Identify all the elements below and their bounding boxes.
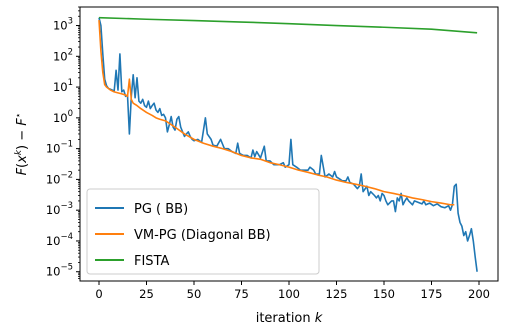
x-tick-label: 0 [95,287,102,301]
y-tick-label: 10−5 [46,263,73,279]
y-tick-label: 10−1 [46,140,73,156]
y-axis-title: F(xk) − F⋆ [14,113,30,176]
series-line-vm-pg-diagonal-bb [98,20,455,206]
legend-label: FISTA [134,254,169,269]
y-tick-label: 10−3 [46,201,73,217]
x-tick-label: 50 [187,287,202,301]
legend-box [86,188,320,275]
series-line-fista [98,16,478,34]
x-tick-label: 150 [373,287,395,301]
legend-label: VM-PG (Diagonal BB) [134,228,271,243]
x-tick-label: 100 [278,287,300,301]
x-tick-label: 125 [326,287,348,301]
x-axis-title: iteration k [256,311,323,326]
x-axis: 0 25 50 75 100 125 150 175 200 [95,281,490,301]
y-tick-label: 101 [53,78,73,94]
y-tick-label: 100 [53,109,73,125]
series-layer [98,16,478,272]
x-tick-label: 175 [421,287,443,301]
legend-label: PG ( BB) [134,202,188,217]
y-tick-label: 102 [53,47,73,63]
y-tick-label: 103 [53,17,73,33]
x-tick-label: 75 [234,287,249,301]
x-tick-label: 25 [139,287,154,301]
y-axis: 103 102 101 100 10−1 10−2 10−3 10−4 10−5 [46,6,80,279]
y-tick-label: 10−2 [46,170,73,186]
series-line-pg-bb [98,17,478,272]
y-tick-label: 10−4 [46,232,73,248]
x-tick-label: 200 [468,287,490,301]
legend: PG ( BB) VM-PG (Diagonal BB) FISTA [86,188,320,275]
